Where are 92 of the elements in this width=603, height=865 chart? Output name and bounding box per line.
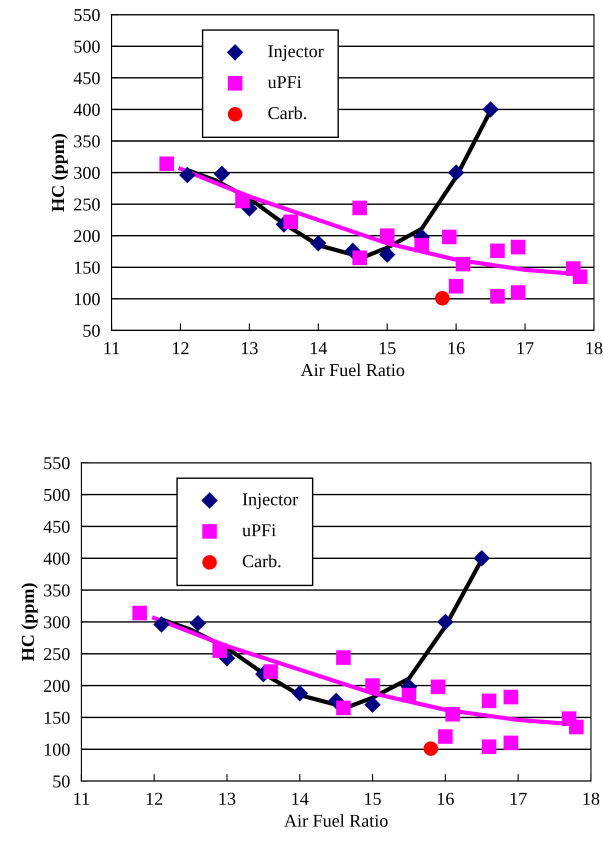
point [263, 664, 278, 679]
point [456, 256, 470, 272]
x-tick-label: 14 [292, 792, 309, 805]
y-tick-label: 400 [44, 552, 70, 565]
point [438, 729, 453, 744]
point [504, 690, 518, 704]
point [504, 736, 518, 750]
point [442, 230, 457, 244]
x-tick-label: 18 [584, 792, 600, 805]
point [214, 166, 230, 182]
point [448, 164, 464, 181]
y-tick-label: 500 [44, 488, 70, 502]
x-tick-label: 14 [310, 342, 328, 354]
y-axis-title: HC (ppm) [51, 134, 68, 212]
point [435, 290, 450, 306]
point [310, 235, 327, 252]
y-tick-label: 150 [74, 262, 100, 274]
point [378, 246, 396, 263]
point [336, 650, 351, 665]
y-tick-label: 50 [83, 324, 100, 337]
legend-label: Injector [242, 493, 298, 510]
point [482, 739, 496, 754]
legend-label: Carb. [268, 106, 306, 120]
y-axis-title: HC (ppm) [21, 583, 38, 661]
point [437, 614, 454, 630]
x-tick-label: 17 [518, 342, 534, 354]
point [510, 285, 526, 300]
y-tick-label: 350 [44, 584, 70, 597]
x-tick-label: 11 [104, 342, 120, 354]
y-tick-label: 450 [44, 520, 70, 533]
point [380, 228, 394, 243]
point [474, 550, 490, 566]
point [490, 289, 505, 304]
point [159, 156, 174, 172]
x-tick-label: 11 [74, 792, 90, 805]
point [569, 720, 584, 734]
x-tick-label: 15 [365, 792, 381, 805]
x-tick-label: 16 [438, 792, 454, 805]
y-tick-label: 550 [44, 457, 70, 470]
point [445, 706, 460, 722]
point [364, 696, 381, 713]
x-tick-label: 18 [586, 342, 602, 354]
point [292, 685, 308, 702]
point [424, 741, 438, 756]
y-tick-label: 250 [44, 648, 70, 660]
point [402, 688, 416, 702]
y-tick-label: 400 [74, 104, 100, 116]
point [365, 678, 380, 693]
x-tick-label: 12 [173, 342, 188, 354]
y-tick-label: 250 [74, 198, 100, 211]
x-tick-label: 12 [146, 792, 162, 805]
point [352, 200, 367, 216]
point [490, 244, 505, 258]
x-tick-label: 13 [220, 792, 236, 805]
point [430, 680, 446, 694]
x-tick-label: 16 [448, 342, 465, 354]
point [414, 238, 429, 252]
y-tick-label: 300 [74, 166, 100, 180]
point [235, 194, 250, 208]
legend-label: Carb. [242, 554, 280, 568]
point [179, 166, 196, 184]
x-axis-title: Air Fuel Ratio [300, 363, 404, 376]
y-tick-label: 150 [44, 712, 70, 724]
x-axis-title: Air Fuel Ratio [284, 814, 388, 827]
legend-label: uPFi [268, 76, 302, 88]
point [482, 101, 499, 118]
y-tick-label: 100 [74, 293, 100, 306]
y-tick-label: 200 [44, 680, 70, 692]
y-tick-label: 300 [44, 616, 70, 628]
point [212, 643, 227, 658]
legend-label: uPFi [242, 524, 276, 536]
y-tick-label: 450 [74, 72, 100, 84]
point [510, 240, 526, 254]
point [448, 278, 464, 294]
point [153, 616, 170, 633]
point [482, 694, 496, 708]
point [283, 214, 298, 230]
y-tick-label: 50 [53, 775, 70, 788]
point [132, 606, 147, 620]
x-tick-label: 17 [510, 792, 527, 805]
point [352, 250, 367, 266]
x-tick-label: 15 [380, 342, 396, 354]
y-tick-label: 350 [74, 135, 100, 148]
legend-label: Injector [268, 45, 324, 61]
point [336, 700, 351, 716]
y-tick-label: 550 [74, 8, 100, 22]
y-tick-label: 100 [44, 744, 70, 756]
y-tick-label: 500 [74, 40, 100, 53]
point [572, 269, 588, 284]
x-tick-label: 13 [242, 342, 258, 354]
y-tick-label: 200 [74, 230, 100, 242]
point [190, 614, 206, 632]
